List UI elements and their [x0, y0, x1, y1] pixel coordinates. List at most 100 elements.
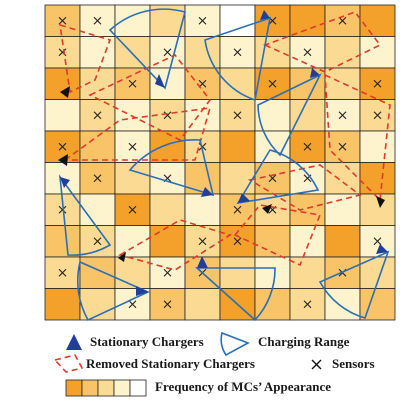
- grid-cell: [324, 225, 361, 258]
- charging-range: [194, 267, 276, 322]
- grid-cell: [219, 4, 256, 37]
- legend-icon: [53, 354, 84, 373]
- grid-cell: [254, 36, 291, 69]
- sensor: [128, 300, 137, 309]
- removed-range: [117, 219, 232, 271]
- sensor: [58, 16, 67, 25]
- stationary-charger: [376, 244, 388, 254]
- charging-range: [108, 8, 186, 90]
- charging-range: [76, 260, 150, 322]
- sensor: [128, 205, 137, 214]
- sensor: [93, 237, 102, 246]
- sensor: [163, 268, 172, 277]
- charging-range: [318, 250, 390, 319]
- sensor: [233, 237, 242, 246]
- grid-cell: [254, 288, 291, 321]
- frequency-grid: [44, 4, 396, 321]
- sensor: [373, 111, 382, 120]
- removed-range: [247, 164, 362, 211]
- grid-cell: [184, 288, 221, 321]
- sensor: [58, 268, 67, 277]
- sensor: [233, 48, 242, 57]
- sensor: [338, 16, 347, 25]
- grid-cell: [359, 4, 396, 37]
- grid-cell: [324, 288, 361, 321]
- grid-cell: [324, 67, 361, 100]
- sensor: [93, 111, 102, 120]
- grid-cell: [44, 67, 81, 100]
- sensor: [268, 79, 277, 88]
- sensor: [93, 174, 102, 183]
- removed-range: [262, 11, 382, 73]
- sensor: [338, 142, 347, 151]
- sensors: [58, 16, 382, 309]
- legend-label: Sensors: [332, 356, 375, 371]
- grid-cell: [219, 130, 256, 163]
- grid-cell: [289, 67, 326, 100]
- legend-label: Frequency of MCs’ Appearance: [155, 379, 331, 394]
- charging-range: [204, 16, 272, 102]
- grid-cell: [219, 67, 256, 100]
- sensor: [93, 16, 102, 25]
- grid-cell: [114, 4, 151, 37]
- grid-cell: [289, 4, 326, 37]
- grid-cell: [44, 225, 81, 258]
- sensor: [303, 142, 312, 151]
- stationary-charger: [310, 68, 320, 78]
- charging-ranges: [58, 8, 390, 322]
- grid-cell: [44, 288, 81, 321]
- sensor: [128, 79, 137, 88]
- grid-cell: [184, 162, 221, 195]
- grid-cell: [289, 193, 326, 226]
- sensor: [58, 142, 67, 151]
- sensor: [338, 111, 347, 120]
- legend-swatches: [65, 379, 147, 397]
- stationary-charger: [201, 187, 213, 197]
- charging-range: [58, 174, 112, 256]
- sensor: [198, 16, 207, 25]
- sensor: [303, 300, 312, 309]
- sensor: [163, 48, 172, 57]
- stationary-charger: [155, 74, 165, 88]
- legend-icon: [220, 331, 250, 357]
- grid-cell: [324, 193, 361, 226]
- grid-cell: [79, 193, 116, 226]
- grid-cell: [149, 225, 186, 258]
- sensor: [233, 205, 242, 214]
- legend-swatch: [113, 379, 131, 397]
- grid-cell: [44, 99, 81, 132]
- grid-cell: [79, 67, 116, 100]
- grid-cell: [324, 162, 361, 195]
- sensor: [373, 79, 382, 88]
- sensor: [163, 300, 172, 309]
- grid-cell: [289, 225, 326, 258]
- sensor: [58, 205, 67, 214]
- charging-range: [128, 139, 215, 197]
- sensor: [373, 237, 382, 246]
- stationary-charger: [260, 10, 270, 20]
- removed-range: [324, 73, 391, 202]
- legend-swatch: [65, 379, 83, 397]
- grid-cell: [79, 256, 116, 289]
- stationary-charger: [60, 177, 70, 188]
- grid-cell: [359, 130, 396, 163]
- grid-cell: [184, 36, 221, 69]
- grid-cell: [359, 162, 396, 195]
- legend-swatch: [97, 379, 115, 397]
- stationary-charger: [136, 286, 148, 296]
- legend-icon: [311, 359, 322, 370]
- stationary-charger: [238, 193, 250, 203]
- arrow-head: [60, 86, 70, 98]
- grid-cell: [219, 256, 256, 289]
- grid-cell: [219, 162, 256, 195]
- sensor: [198, 237, 207, 246]
- arrow-head: [118, 252, 126, 262]
- grid-cell: [114, 256, 151, 289]
- sensor: [128, 142, 137, 151]
- legend-label: Removed Stationary Chargers: [86, 356, 255, 371]
- sensor: [303, 48, 312, 57]
- grid-cell: [149, 193, 186, 226]
- legend-swatch: [129, 379, 147, 397]
- charging-range: [257, 73, 322, 157]
